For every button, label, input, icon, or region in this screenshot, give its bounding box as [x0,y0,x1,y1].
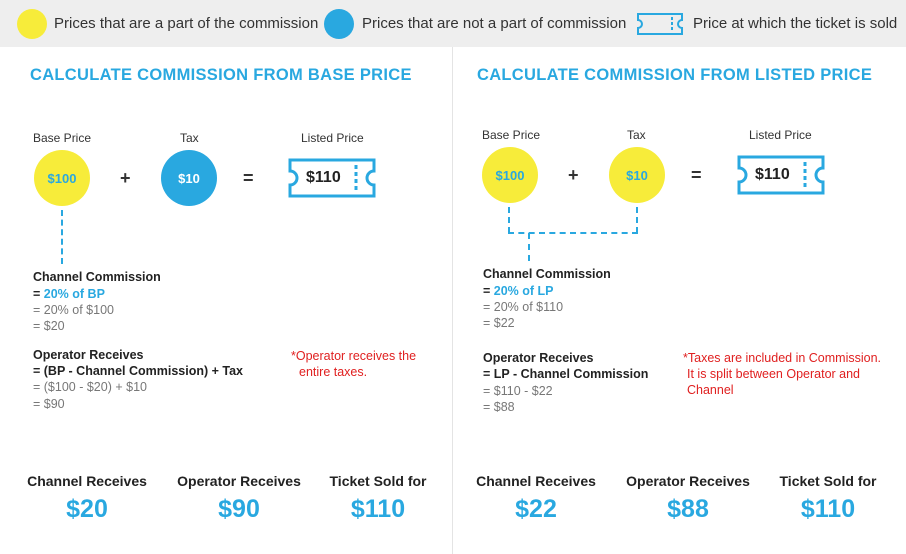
right-channel-commission-heading: Channel Commission [483,267,611,281]
right-base-price-value: $100 [495,167,525,183]
right-summary-ticket-value: $110 [800,495,856,523]
left-base-price-circle: $100 [34,150,90,206]
right-summary-operator-label: Operator Receives [626,473,750,489]
right-operator-heading: Operator Receives [483,351,594,365]
left-channel-commission-heading: Channel Commission [33,270,161,284]
right-operator-formula: = LP - Channel Commission [483,367,649,381]
left-operator-line-3: = $90 [33,397,65,411]
right-equals-sign: = [691,165,702,185]
legend-bar: Prices that are a part of the commission… [0,0,906,47]
right-summary-operator-value: $88 [667,495,709,523]
left-channel-formula: = 20% of BP [33,287,105,301]
left-base-price-value: $100 [47,170,77,186]
left-summary-operator-label: Operator Receives [177,473,301,489]
panel-divider [452,47,453,554]
left-tax-note: *Operator receives the entire taxes. [291,349,417,379]
left-listed-price-label: Listed Price [301,131,364,145]
blue-circle-icon [324,9,354,39]
left-equals-sign: = [243,168,254,188]
right-summary-channel-value: $22 [515,495,557,523]
right-summary-channel-label: Channel Receives [476,473,596,489]
left-channel-line-3: = $20 [33,319,65,333]
right-channel-line-3: = $22 [483,316,515,330]
right-ticket-icon [737,155,825,195]
left-base-price-label: Base Price [33,131,92,145]
right-operator-line-2: = $110 - $22 [483,384,553,398]
left-summary-ticket-value: $110 [350,495,406,523]
left-connector-line [61,210,63,264]
right-panel-title: CALCULATE COMMISSION FROM LISTED PRICE [477,66,873,84]
right-listed-price-label: Listed Price [749,128,812,142]
left-listed-price-value: $110 [306,169,341,186]
left-summary-ticket-label: Ticket Sold for [329,473,427,489]
left-tax-label: Tax [180,131,199,145]
right-channel-line-2: = 20% of $110 [483,300,564,314]
legend-yellow-label: Prices that are a part of the commission [54,15,319,32]
left-tax-value: $10 [178,170,200,186]
right-tax-note: *Taxes are included in Commission. It is… [683,351,882,397]
right-tax-value: $10 [626,167,648,183]
left-operator-heading: Operator Receives [33,348,144,362]
left-plus-sign: + [120,168,131,188]
yellow-circle-icon [17,9,47,39]
left-summary-channel-label: Channel Receives [27,473,147,489]
left-panel-title: CALCULATE COMMISSION FROM BASE PRICE [30,66,412,84]
left-summary-channel-value: $20 [66,495,108,523]
right-summary-ticket-label: Ticket Sold for [779,473,877,489]
left-ticket-icon [288,158,376,198]
left-tax-circle: $10 [161,150,217,206]
right-tax-label: Tax [627,128,646,142]
legend-blue-label: Prices that are not a part of commission [362,15,627,32]
legend-ticket-label: Price at which the ticket is sold [693,15,898,32]
right-operator-line-3: = $88 [483,400,515,414]
left-summary-operator-value: $90 [218,495,260,523]
right-listed-price-value: $110 [755,166,790,183]
ticket-icon [637,13,683,35]
left-channel-line-2: = 20% of $100 [33,303,114,317]
left-operator-line-2: = ($100 - $20) + $10 [33,380,147,394]
left-operator-formula: = (BP - Channel Commission) + Tax [33,364,243,378]
right-base-price-label: Base Price [482,128,541,142]
right-channel-formula: = 20% of LP [483,284,554,298]
right-base-price-circle: $100 [482,147,538,203]
right-plus-sign: + [568,165,579,185]
right-tax-circle: $10 [609,147,665,203]
